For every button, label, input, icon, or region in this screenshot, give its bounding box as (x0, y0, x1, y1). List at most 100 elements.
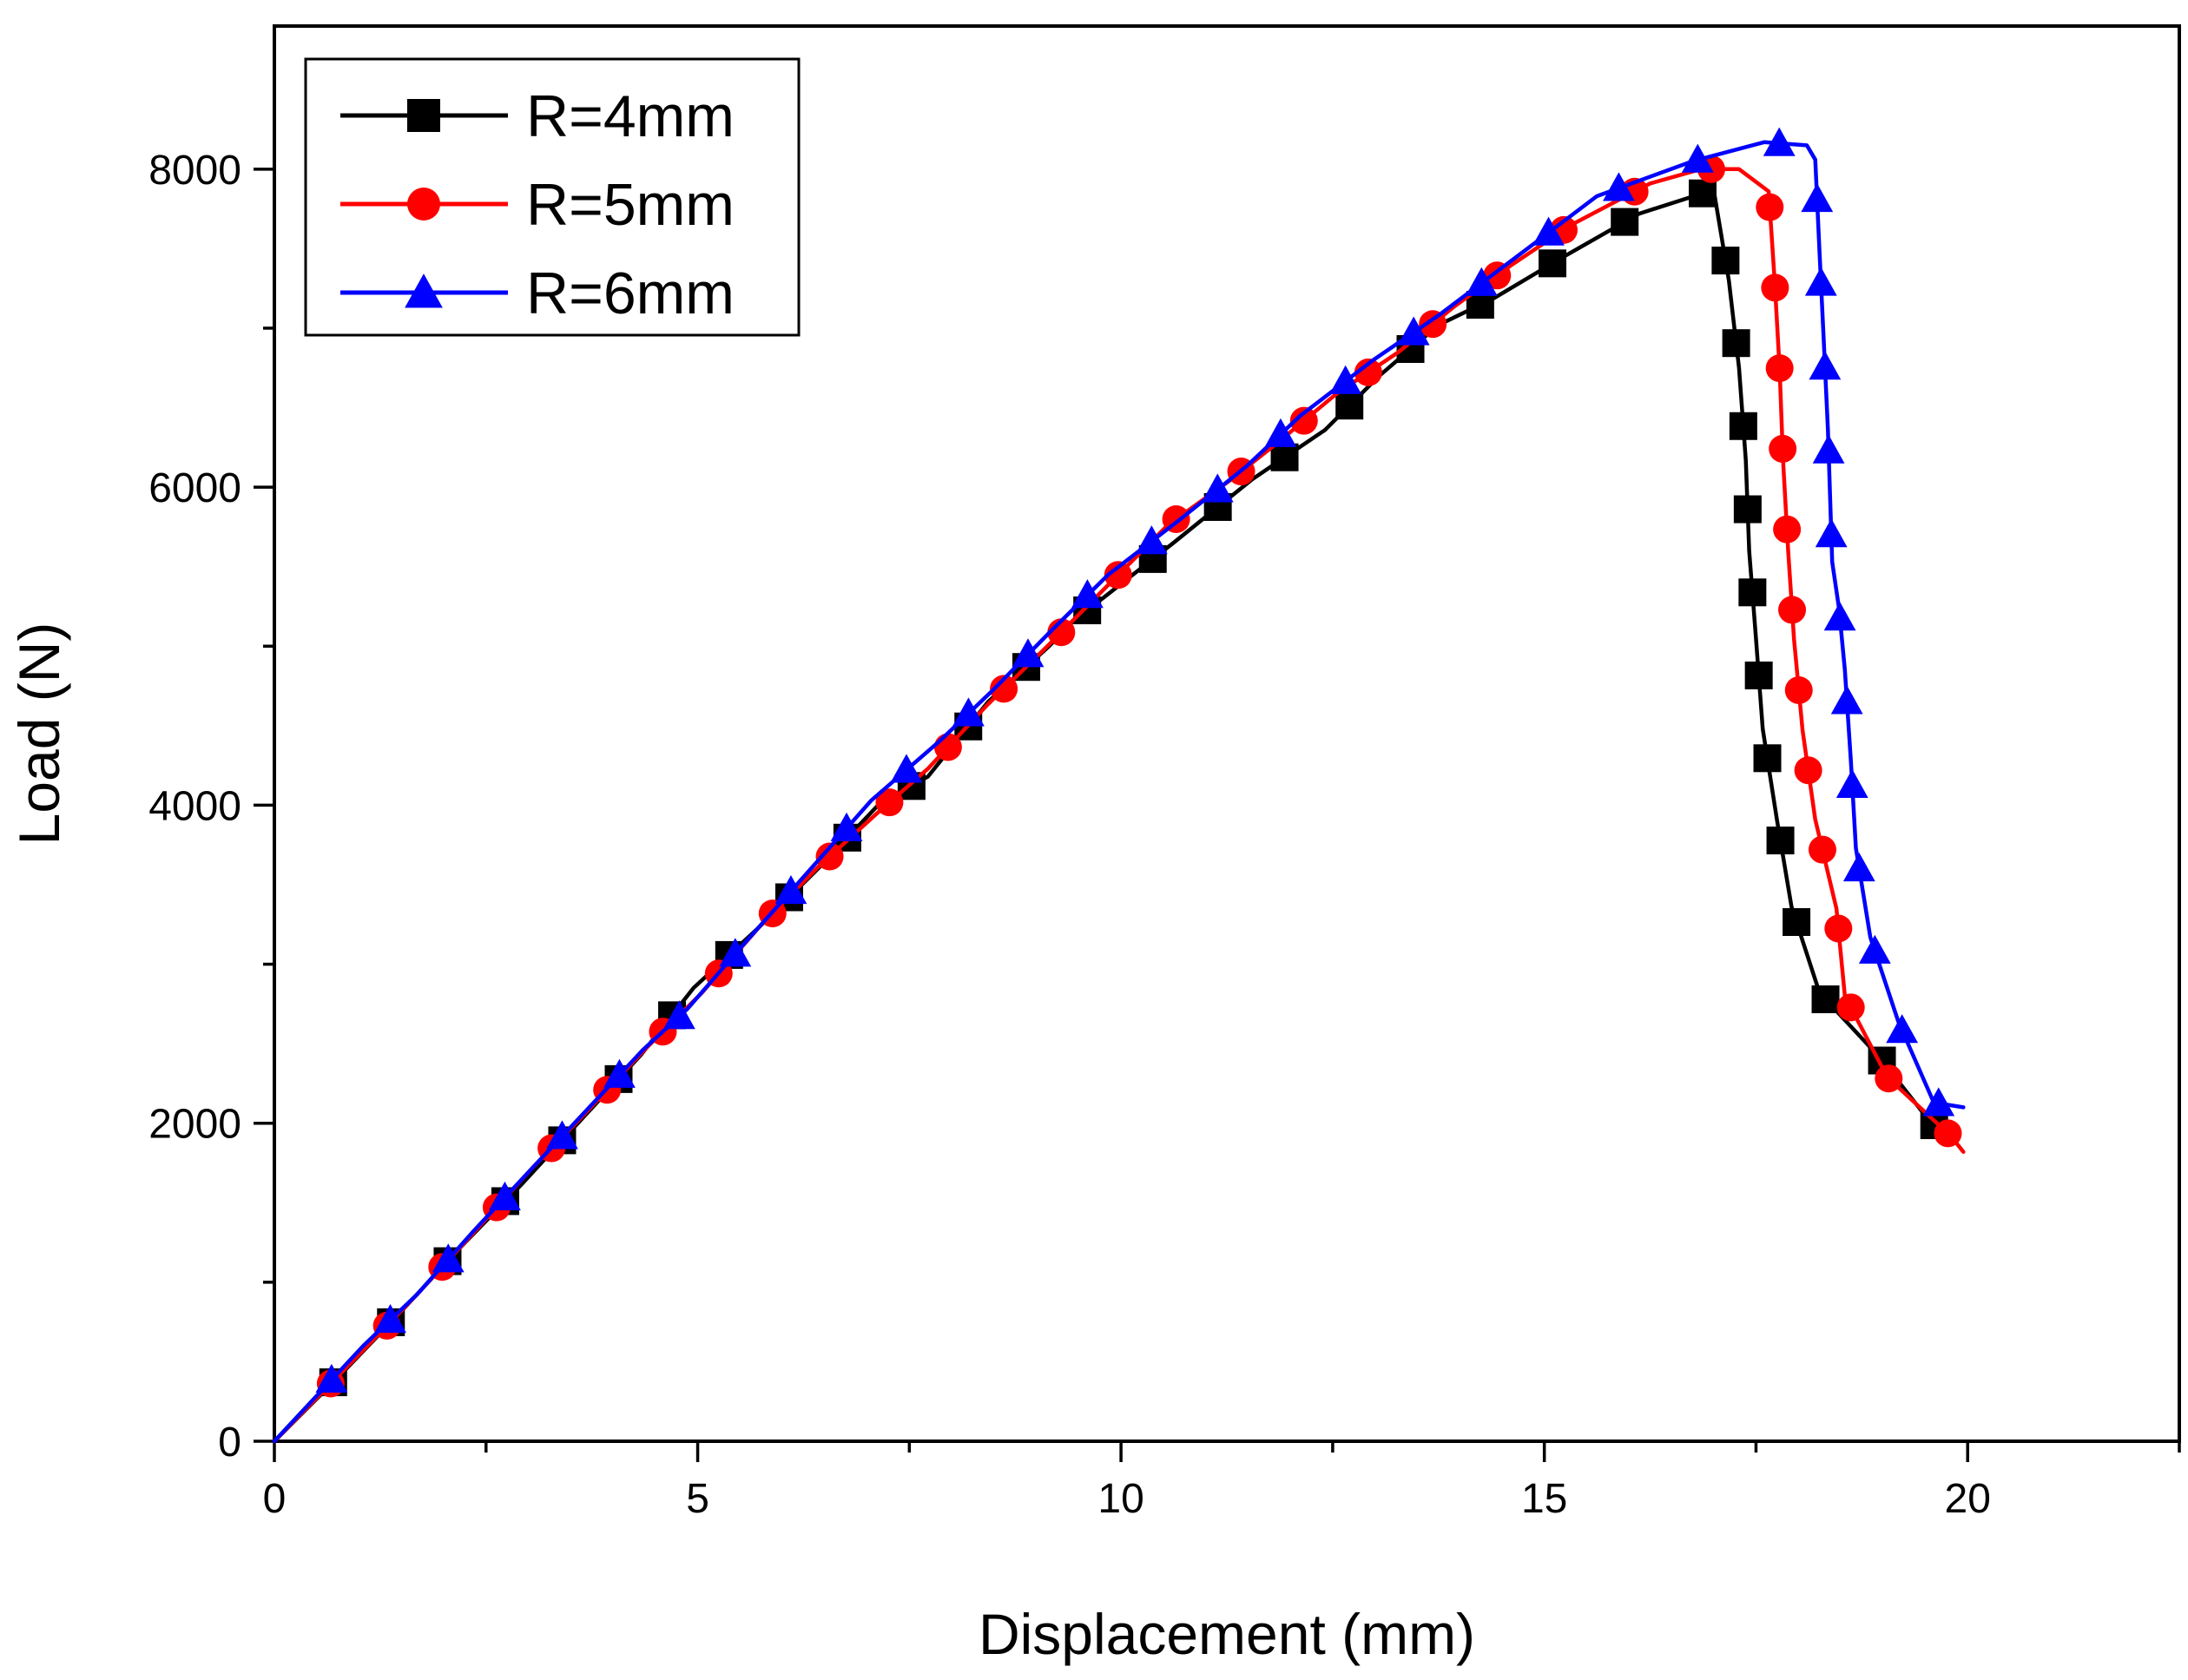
data-point-r-4mm (1744, 661, 1773, 689)
axis-ticks (254, 168, 2181, 1462)
series-line-r-5mm (272, 167, 1966, 1444)
data-point-r-6mm (1532, 216, 1565, 246)
data-point-r-6mm (489, 1181, 521, 1211)
data-point-r-4mm (1722, 329, 1750, 358)
data-point-r-6mm (1681, 143, 1714, 173)
data-point-r-6mm (1835, 768, 1868, 798)
data-point-r-6mm (1809, 351, 1842, 380)
series-group (272, 127, 1966, 1444)
series-r-5mm (272, 155, 1966, 1444)
series-r-4mm (272, 179, 1957, 1444)
x-tick-label: 10 (1097, 1476, 1143, 1522)
legend-label-r-4mm: R=4mm (526, 83, 735, 149)
data-point-r-4mm (1783, 908, 1811, 937)
data-point-r-4mm (1766, 827, 1795, 855)
data-point-r-6mm (432, 1243, 465, 1273)
series-r-6mm (272, 127, 1966, 1444)
x-tick-label: 15 (1521, 1476, 1567, 1522)
data-point-r-5mm (815, 842, 844, 871)
data-point-r-6mm (374, 1304, 406, 1334)
data-point-r-6mm (1012, 638, 1045, 668)
data-point-r-5mm (1808, 835, 1836, 864)
data-point-r-4mm (1711, 247, 1740, 275)
y-tick-label: 4000 (148, 783, 241, 829)
x-tick-label: 5 (686, 1476, 709, 1522)
data-point-r-5mm (1824, 914, 1853, 943)
y-tick-label: 6000 (148, 465, 241, 511)
data-point-r-4mm (1811, 985, 1840, 1013)
legend-marker-r-4mm (407, 99, 440, 132)
data-point-r-6mm (1264, 418, 1297, 447)
y-tick-label: 8000 (148, 148, 241, 194)
data-point-r-5mm (1104, 561, 1132, 590)
data-point-r-6mm (1763, 127, 1796, 156)
data-point-r-5mm (1765, 354, 1794, 383)
series-line-r-6mm (272, 140, 1966, 1444)
data-point-r-4mm (1611, 208, 1639, 236)
data-point-r-5mm (875, 788, 904, 817)
data-point-r-5mm (1773, 515, 1802, 544)
data-point-r-6mm (1922, 1087, 1955, 1117)
legend-box (304, 57, 801, 337)
data-point-r-4mm (1270, 443, 1299, 471)
legend-item-r-6mm: R=6mm (340, 260, 735, 326)
y-tick-label: 2000 (148, 1102, 241, 1148)
legend: R=4mm R=5mm R=6mm (304, 57, 801, 337)
data-point-r-5mm (1794, 756, 1822, 785)
data-point-r-6mm (662, 1000, 695, 1030)
data-point-r-6mm (1135, 525, 1168, 555)
legend-label-r-6mm: R=6mm (526, 260, 735, 326)
legend-marker-r-6mm (405, 273, 443, 308)
plot-frame (273, 24, 2181, 1443)
x-tick-label: 0 (263, 1476, 287, 1522)
data-point-r-5mm (1934, 1119, 1962, 1148)
data-point-r-5mm (1354, 358, 1382, 386)
legend-item-r-5mm: R=5mm (340, 172, 735, 238)
data-point-r-6mm (952, 697, 985, 727)
data-point-r-5mm (1761, 273, 1789, 302)
data-point-r-6mm (1842, 853, 1875, 882)
data-point-r-6mm (1329, 365, 1362, 394)
legend-item-r-4mm: R=4mm (340, 83, 735, 149)
data-point-r-6mm (546, 1120, 578, 1150)
x-tick-label: 20 (1945, 1476, 1991, 1522)
data-point-r-5mm (1289, 406, 1318, 435)
y-tick-label: 0 (218, 1420, 241, 1466)
data-point-r-4mm (1738, 578, 1767, 607)
data-point-r-5mm (1769, 434, 1797, 463)
data-point-r-5mm (990, 675, 1018, 703)
data-point-r-5mm (1875, 1064, 1903, 1093)
data-point-r-4mm (1539, 249, 1567, 278)
data-point-r-5mm (933, 733, 962, 761)
data-point-r-6mm (1603, 172, 1635, 201)
legend-label-r-5mm: R=5mm (526, 172, 735, 238)
data-point-r-5mm (1756, 193, 1784, 221)
data-point-r-6mm (830, 812, 863, 841)
data-point-r-6mm (1201, 473, 1234, 503)
data-point-r-6mm (774, 875, 807, 905)
data-point-r-6mm (315, 1363, 348, 1393)
data-point-r-6mm (1804, 267, 1837, 296)
data-point-r-6mm (603, 1058, 636, 1088)
data-point-r-5mm (1419, 310, 1447, 339)
data-point-r-6mm (1823, 602, 1856, 631)
data-point-r-6mm (1801, 183, 1834, 213)
series-line-r-4mm (272, 188, 1957, 1444)
data-point-r-6mm (1815, 518, 1848, 548)
data-point-r-6mm (890, 754, 923, 783)
legend-marker-r-5mm (407, 188, 440, 221)
data-point-r-6mm (1858, 934, 1891, 964)
data-point-r-4mm (1753, 744, 1782, 773)
data-point-r-6mm (1465, 267, 1498, 296)
data-point-r-6mm (1830, 685, 1863, 715)
data-point-r-4mm (1733, 495, 1762, 524)
data-point-r-6mm (1886, 1014, 1919, 1044)
data-point-r-4mm (1335, 392, 1364, 420)
y-axis-title: Load (N) (7, 623, 71, 846)
data-point-r-5mm (1778, 596, 1807, 624)
axis-tick-labels: 0 5 10 15 20 0 2000 4000 6000 8000 (148, 148, 1991, 1522)
data-point-r-4mm (1688, 179, 1717, 208)
data-point-r-5mm (1784, 675, 1813, 704)
data-point-r-6mm (719, 938, 752, 967)
